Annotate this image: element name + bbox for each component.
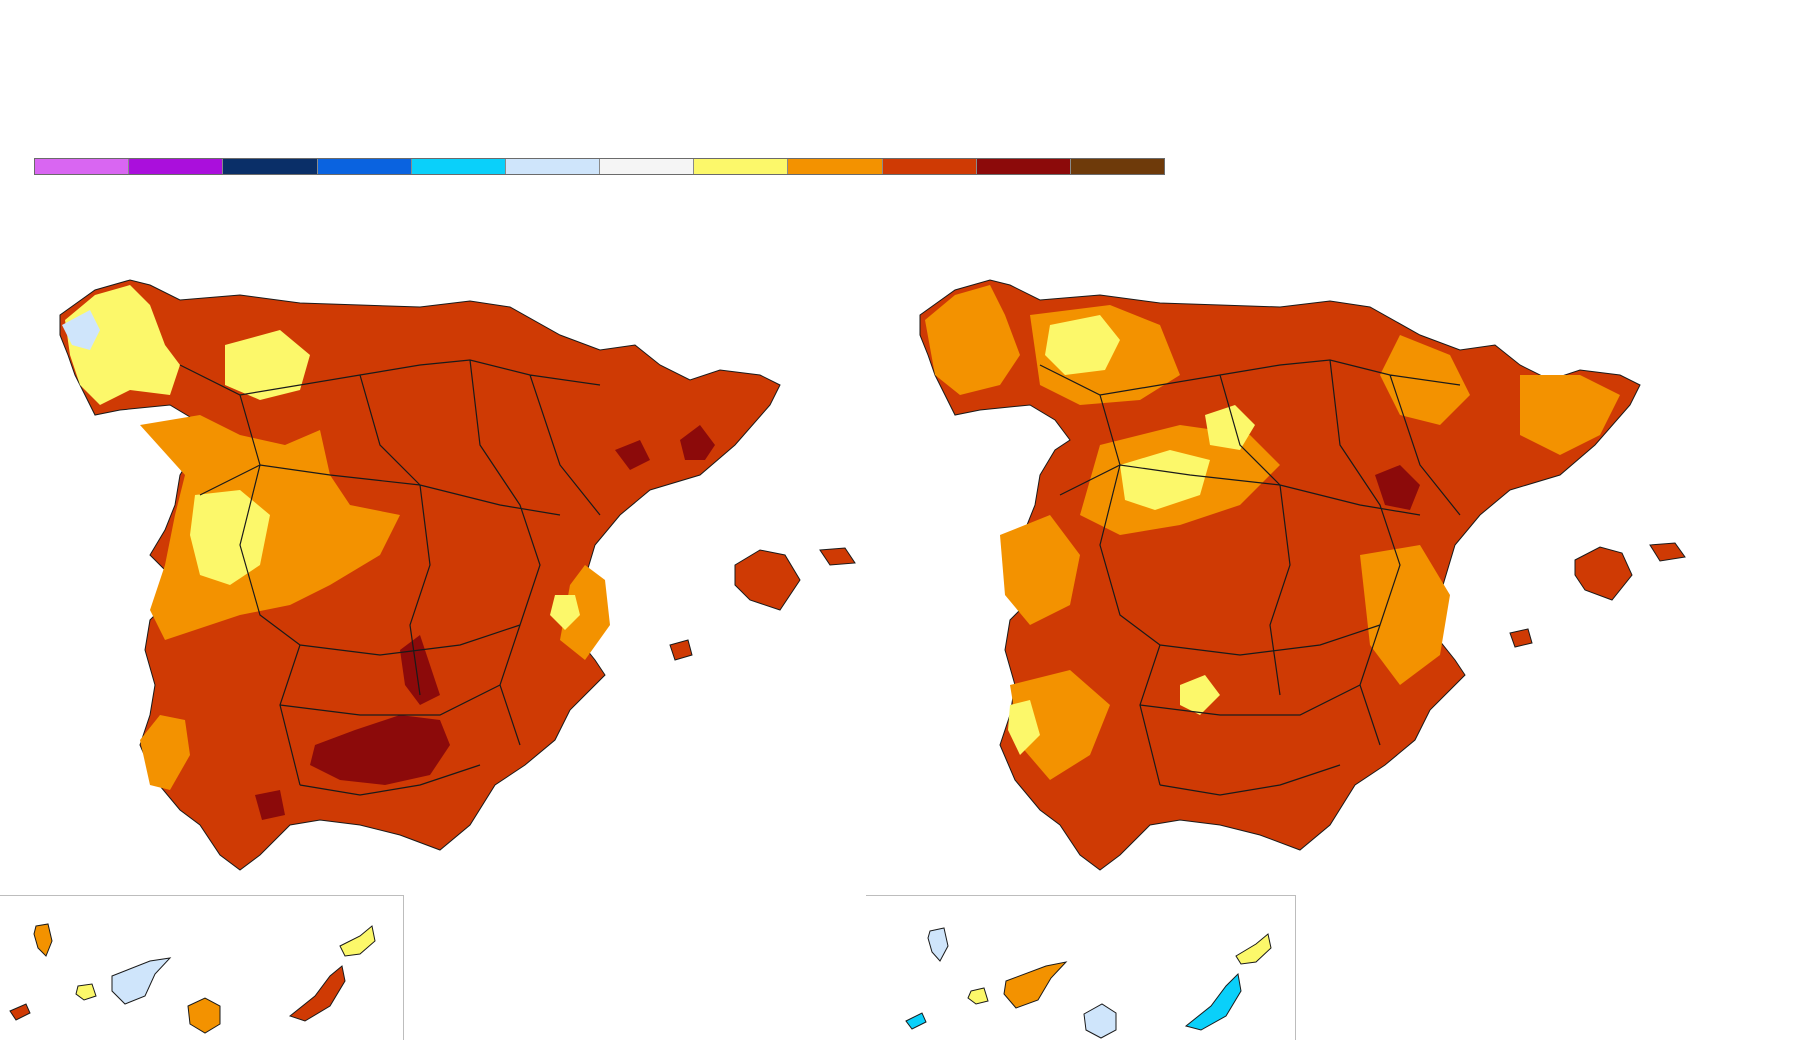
color-legend-bar	[34, 158, 1165, 175]
right-mallorca-shape	[1574, 546, 1633, 601]
left-canary-hierro	[9, 1003, 31, 1021]
left-darkred-patch-catalonia	[680, 425, 715, 460]
right-spain-map	[880, 265, 1720, 895]
left-yellow-patch-northwest	[65, 285, 180, 405]
right-yellow-patch-leon	[1045, 315, 1120, 375]
left-canary-svg	[9, 923, 376, 1034]
right-orange-patch-galicia	[925, 285, 1020, 395]
left-canary-tenerife	[111, 957, 172, 1005]
left-darkred-patch-ciudadreal	[400, 635, 440, 705]
left-canary-inset	[0, 895, 404, 1040]
right-orange-patch-andalucia	[1010, 670, 1110, 780]
left-ibiza-shape	[669, 639, 693, 661]
legend-swatch-10	[882, 159, 977, 174]
legend-swatch-2	[129, 159, 224, 174]
left-blue-patch-coruna	[62, 310, 100, 350]
right-canary-grancanaria	[1083, 1003, 1117, 1039]
right-canary-gomera	[967, 987, 989, 1005]
left-peninsula-shape	[59, 279, 781, 871]
right-orange-patch-catalonia	[1520, 375, 1620, 455]
left-darkred-patch-malaga	[255, 790, 285, 820]
right-orange-patch-valencia	[1360, 545, 1450, 685]
right-canary-lanzarote	[1235, 933, 1272, 965]
legend-swatch-5	[411, 159, 506, 174]
left-canary-lanzarote	[339, 925, 376, 957]
right-canary-svg	[905, 927, 1272, 1039]
left-canary-fuerteventura	[288, 965, 346, 1022]
right-province-borders	[1039, 359, 1461, 796]
left-yellow-patch-coast	[550, 595, 580, 630]
left-menorca-shape	[819, 547, 856, 566]
right-canary-lapalma	[927, 927, 949, 962]
right-canary-tenerife	[1003, 961, 1068, 1009]
legend-swatch-8	[694, 159, 789, 174]
left-yellow-patch-galicia	[225, 330, 310, 400]
left-orange-patch-east	[560, 565, 610, 660]
left-darkred-patch-jaen	[310, 715, 450, 785]
left-map-svg	[59, 279, 856, 871]
legend-swatch-12	[1070, 159, 1165, 174]
right-yellow-patch-center	[1120, 450, 1210, 510]
legend-swatch-7	[600, 159, 695, 174]
left-orange-patch-west	[140, 415, 400, 640]
right-canary-inset	[866, 895, 1296, 1040]
right-ibiza-shape	[1509, 628, 1533, 648]
left-province-borders	[179, 359, 601, 796]
left-canary-grancanaria	[187, 997, 221, 1034]
right-canary-fuerteventura	[1184, 972, 1242, 1031]
legend-swatch-4	[317, 159, 412, 174]
left-darkred-patch-lleida	[615, 440, 650, 470]
right-orange-patch-extremadura	[1000, 515, 1080, 625]
right-yellow-patch-coast	[1008, 700, 1040, 755]
legend-swatch-11	[976, 159, 1071, 174]
right-map-svg	[919, 279, 1686, 871]
left-canary-gomera	[75, 983, 97, 1001]
left-yellow-patch-extremadura	[190, 490, 270, 585]
left-canary-lapalma	[33, 923, 53, 957]
legend-swatch-9	[788, 159, 883, 174]
right-darkred-patch-teruel	[1375, 465, 1420, 510]
left-orange-patch-south	[140, 715, 190, 790]
right-yellow-patch-south	[1180, 675, 1220, 715]
legend-swatch-6	[505, 159, 601, 174]
legend-swatch-3	[223, 159, 318, 174]
right-menorca-shape	[1649, 542, 1686, 562]
right-canary-hierro	[905, 1012, 927, 1030]
left-mallorca-shape	[734, 549, 801, 611]
right-yellow-patch-cuenca	[1205, 405, 1255, 450]
left-spain-map	[0, 265, 856, 895]
legend-swatch-1	[35, 159, 130, 174]
